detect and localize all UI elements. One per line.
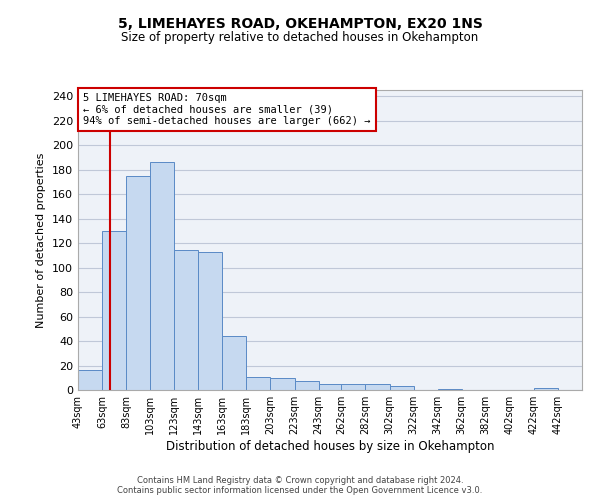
Bar (295, 382, 319, 390)
Bar (365, 384, 389, 390)
Bar (437, 389, 462, 390)
Bar (102, 231, 126, 390)
Bar (534, 388, 558, 390)
Bar (389, 386, 413, 390)
Text: 5, LIMEHAYES ROAD, OKEHAMPTON, EX20 1NS: 5, LIMEHAYES ROAD, OKEHAMPTON, EX20 1NS (118, 18, 482, 32)
Bar (223, 336, 247, 390)
Bar (198, 252, 223, 390)
Text: Size of property relative to detached houses in Okehampton: Size of property relative to detached ho… (121, 31, 479, 44)
Y-axis label: Number of detached properties: Number of detached properties (37, 152, 46, 328)
Bar (247, 376, 271, 390)
X-axis label: Distribution of detached houses by size in Okehampton: Distribution of detached houses by size … (166, 440, 494, 453)
Bar (319, 384, 343, 390)
Bar (78, 370, 102, 390)
Bar (126, 176, 150, 390)
Text: Contains HM Land Registry data © Crown copyright and database right 2024.
Contai: Contains HM Land Registry data © Crown c… (118, 476, 482, 495)
Bar (174, 250, 198, 390)
Bar (271, 378, 295, 390)
Text: 5 LIMEHAYES ROAD: 70sqm
← 6% of detached houses are smaller (39)
94% of semi-det: 5 LIMEHAYES ROAD: 70sqm ← 6% of detached… (83, 93, 371, 126)
Bar (150, 162, 174, 390)
Bar (341, 384, 365, 390)
